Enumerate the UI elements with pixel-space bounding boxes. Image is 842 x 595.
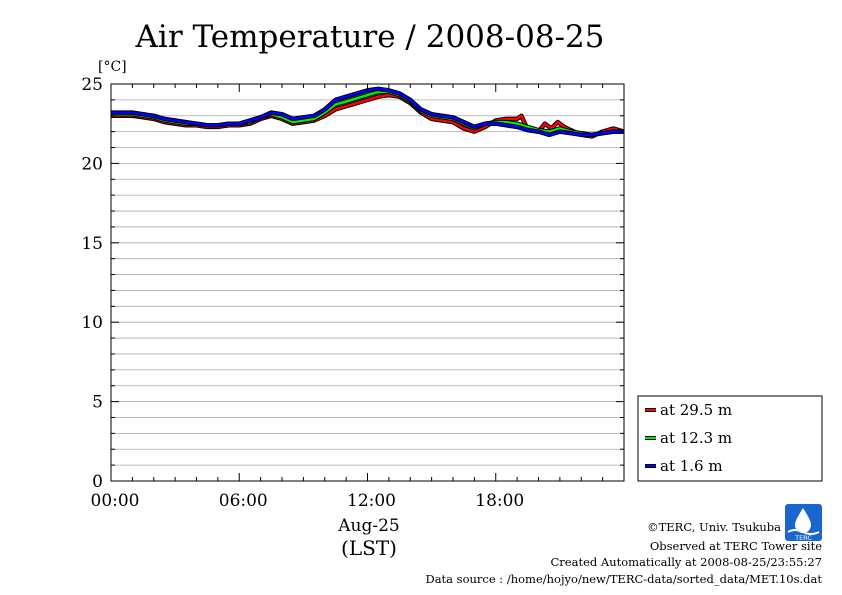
- y-tick-label: 5: [92, 393, 103, 413]
- created-text: Created Automatically at 2008-08-25/23:5…: [551, 555, 823, 569]
- legend-box: [637, 395, 823, 482]
- grid-lines: [111, 99, 624, 466]
- y-tick-label: 0: [92, 472, 103, 492]
- x-tick-label: 18:00: [475, 491, 524, 511]
- site-text: Observed at TERC Tower site: [650, 539, 822, 553]
- x-tick-label: 00:00: [91, 491, 140, 511]
- source-text: Data source : /home/hojyo/new/TERC-data/…: [425, 572, 822, 586]
- y-tick-label: 15: [81, 234, 103, 254]
- y-tick-label: 20: [81, 154, 103, 174]
- y-tick-label: 25: [81, 75, 103, 95]
- axis-ticks: [110, 83, 625, 482]
- legend-label: at 1.6 m: [660, 457, 723, 475]
- logo-text: TERC: [794, 534, 812, 542]
- y-tick-label: 10: [81, 313, 103, 333]
- y-tick-labels: 0 5 10 15 20 25: [81, 75, 103, 492]
- x-tick-label: 06:00: [219, 491, 268, 511]
- x-axis-unit-label: (LST): [341, 536, 397, 560]
- y-axis-unit-label: [°C]: [98, 59, 127, 75]
- x-tick-labels: 00:00 06:00 12:00 18:00: [91, 491, 525, 511]
- legend-label: at 29.5 m: [660, 401, 732, 419]
- x-tick-label: 12:00: [347, 491, 396, 511]
- plot-frame: [110, 83, 625, 482]
- terc-logo-icon: TERC: [785, 504, 822, 542]
- chart-title: Air Temperature / 2008-08-25: [135, 19, 605, 55]
- series-lines: [111, 86, 625, 139]
- x-axis-date-label: Aug-25: [337, 516, 399, 536]
- copyright-text: ©TERC, Univ. Tsukuba: [647, 520, 781, 534]
- legend-label: at 12.3 m: [660, 429, 732, 447]
- legend: at 29.5 m at 12.3 m at 1.6 m: [637, 395, 823, 482]
